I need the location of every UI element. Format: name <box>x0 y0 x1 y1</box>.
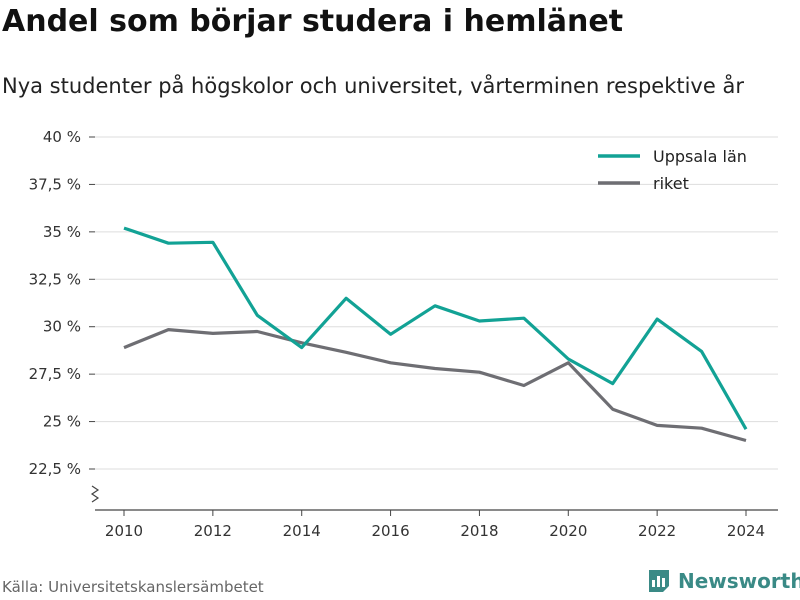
y-tick-label: 30 % <box>43 318 81 336</box>
x-axis: 2010 2012 2014 2016 2018 2020 2022 2024 <box>90 485 778 540</box>
x-tick-label: 2024 <box>727 522 765 540</box>
x-tick-label: 2020 <box>549 522 587 540</box>
series-lines <box>123 226 748 443</box>
chart-subtitle: Nya studenter på högskolor och universit… <box>2 74 744 98</box>
bar-chart-logo-icon <box>649 570 669 592</box>
x-tick-label: 2018 <box>460 522 498 540</box>
x-tick-label: 2014 <box>283 522 321 540</box>
y-tick-label: 40 % <box>43 128 81 146</box>
legend-label: Uppsala län <box>653 147 747 166</box>
axis-break-mark <box>90 485 100 503</box>
legend-label: riket <box>653 174 689 193</box>
x-tick-label: 2016 <box>371 522 409 540</box>
chart-title: Andel som börjar studera i hemlänet <box>2 4 624 39</box>
y-tick-label: 37,5 % <box>29 175 81 193</box>
x-tick-label: 2010 <box>105 522 143 540</box>
brand-name: Newsworthy <box>678 569 800 593</box>
series-line-riket <box>123 328 747 443</box>
gridlines <box>95 136 778 470</box>
series-line-uppsala-län <box>123 226 748 430</box>
y-tick-label: 35 % <box>43 223 81 241</box>
x-tick-label: 2022 <box>638 522 676 540</box>
legend: Uppsala län riket <box>598 147 747 193</box>
y-tick-label: 32,5 % <box>29 270 81 288</box>
brand-logo: Newsworthy <box>646 568 800 594</box>
y-tick-label: 27,5 % <box>29 365 81 383</box>
y-tick-label: 25 % <box>43 413 81 431</box>
y-tick-label: 22,5 % <box>29 460 81 478</box>
y-axis-ticks: 22,5 % 25 % 27,5 % 30 % 32,5 % 35 % 37,5 % 40 % <box>29 128 95 478</box>
x-tick-label: 2012 <box>194 522 232 540</box>
source-note: Källa: Universitetskanslersämbetet <box>2 578 264 596</box>
